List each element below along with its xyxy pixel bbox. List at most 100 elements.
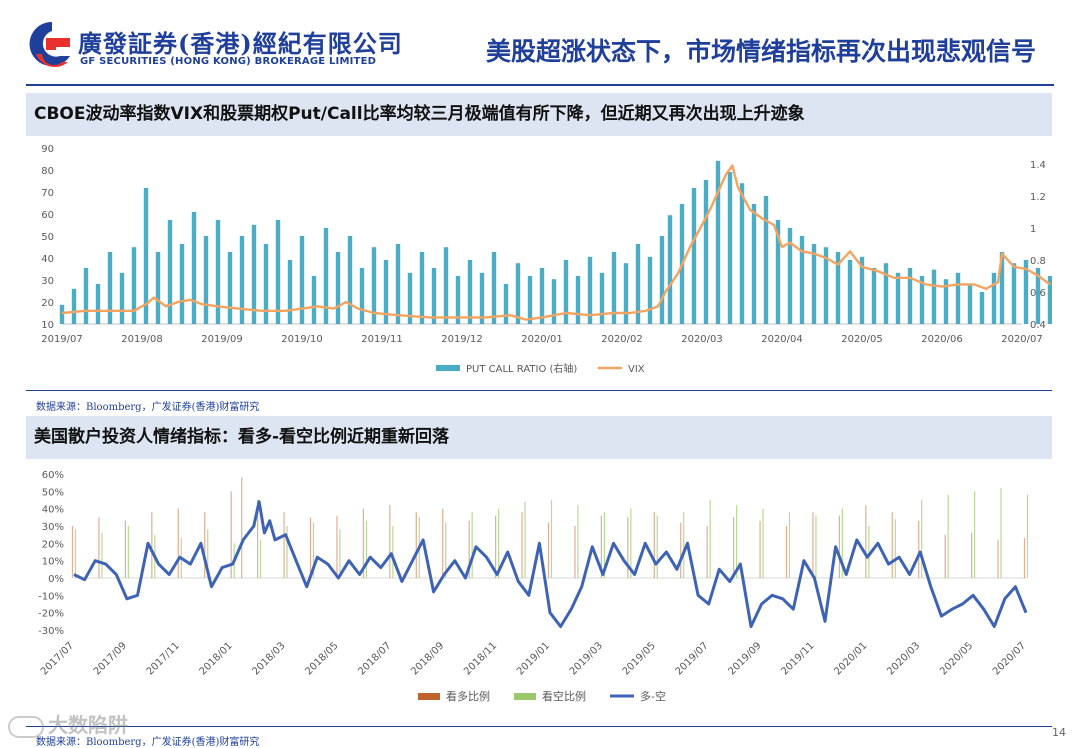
bear-bar [445,522,447,578]
bull-bar [98,517,100,578]
bull-bar [283,512,285,578]
legend-swatch-pcr [436,365,460,371]
legend-label-vix: VIX [628,364,645,375]
y-right-tick-label: 0.8 [1030,256,1046,267]
pcr-bar [491,252,497,324]
y-left-tick-label: 50 [41,232,54,243]
bear-bar [841,508,843,578]
bull-bar [680,522,682,578]
bear-bar [974,491,976,578]
pcr-bar [919,276,925,324]
bull-bar [627,517,629,578]
y-tick-label: 50% [42,487,64,498]
pcr-bar [979,292,985,324]
pcr-bar [907,268,913,324]
y-tick-label: -20% [38,609,64,620]
y-right-tick-label: 1 [1030,224,1036,235]
pcr-bar [239,236,245,324]
bull-bar [1023,538,1026,578]
y-left-tick-label: 80 [41,166,54,177]
bull-bar [151,512,153,578]
pcr-bar [955,272,961,324]
pcr-bar [751,204,757,324]
pcr-bar [431,268,437,324]
bull-bar [944,534,946,578]
bear-bar [683,512,685,578]
pcr-bar [1047,276,1052,324]
vix-pcr-chart: 1020304050607080900.40.60.811.21.42019/0… [41,144,1052,375]
pcr-bar [215,220,221,324]
y-tick-label: 30% [42,522,64,533]
watermark-icon [8,715,44,738]
x-tick-label: 2020/07 [1001,334,1043,345]
bull-bar [785,526,788,578]
x-tick-label: 2019/12 [441,334,483,345]
pcr-bar [119,272,125,324]
bear-bar [207,529,209,578]
bear-bar [365,520,367,578]
bear-bar [471,512,473,578]
bear-bar [550,500,553,578]
bear-bar [260,539,262,578]
company-logo: 廣發証券(香港)經紀有限公司 GF SECURITIES (HONG KONG)… [22,18,402,72]
pcr-bar [727,172,733,324]
x-tick-label: 2017/09 [92,640,129,677]
bear-bar [894,519,896,578]
pcr-bar [647,256,653,324]
y-tick-label: 60% [42,470,64,481]
x-tick-label: 2020/04 [761,334,803,345]
x-tick-label: 2019/03 [568,640,605,677]
pcr-bar [299,236,305,324]
legend-label-bear: 看空比例 [542,689,586,703]
pcr-bar [991,272,997,324]
x-tick-label: 2017/11 [145,640,182,677]
pcr-bar [383,260,389,324]
pcr-bar [335,252,341,324]
pcr-bar [1011,263,1017,324]
x-tick-label: 2020/03 [885,640,922,677]
pcr-bar [347,236,353,324]
bull-bar [177,508,179,578]
bear-bar [630,508,632,578]
pcr-bar [143,188,149,324]
pcr-bar [263,244,269,324]
pcr-bar [539,268,545,324]
pcr-bar [895,272,901,324]
y-left-tick-label: 60 [41,210,54,221]
pcr-bar [659,236,665,324]
bull-bar [257,500,259,578]
pcr-bar [847,260,853,324]
bull-bar [997,539,999,578]
pcr-bar [799,236,805,324]
x-tick-label: 2018/09 [409,640,446,677]
pcr-bar [703,180,709,324]
pcr-bar [443,247,449,324]
pcr-bar [587,256,593,324]
x-tick-label: 2019/10 [281,334,323,345]
bear-bar [392,526,394,578]
pcr-bar [455,276,461,324]
y-tick-label: 0% [48,574,64,585]
bear-bar [312,522,315,578]
bear-bar [815,515,817,578]
bear-bar [1000,487,1002,578]
y-right-tick-label: 1.2 [1030,192,1046,203]
pcr-bar [623,263,629,324]
pcr-bar [871,268,877,324]
section2-source: 数据来源：Bloomberg，广发证券(香港)财富研究 [36,737,260,748]
x-tick-label: 2017/07 [39,640,76,677]
bull-bar [204,512,206,578]
x-tick-label: 2019/09 [201,334,243,345]
pcr-bar [823,247,829,324]
bull-bar [865,505,867,578]
pcr-bar [131,247,137,324]
x-tick-label: 2019/07 [41,334,83,345]
pcr-bar [323,228,329,324]
x-tick-label: 2020/05 [938,640,975,677]
bull-bar [706,526,708,578]
x-tick-label: 2019/09 [727,640,764,677]
pcr-bar [371,247,377,324]
bull-bar [918,520,920,578]
legend-label-pcr: PUT CALL RATIO (右轴) [466,362,577,375]
bull-bar [309,517,312,578]
